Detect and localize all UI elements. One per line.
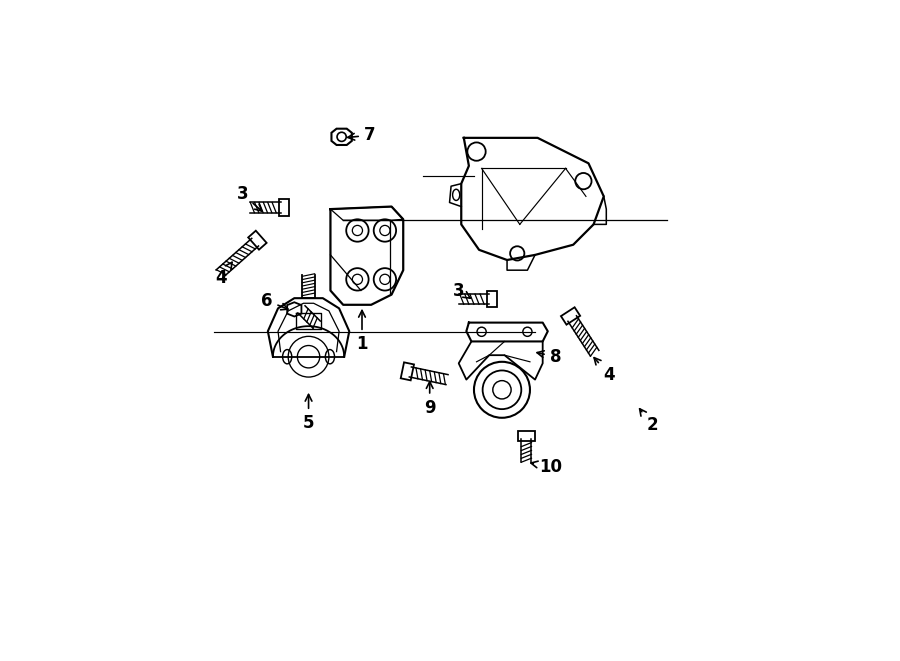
Text: 3: 3 — [453, 282, 471, 299]
Text: 8: 8 — [537, 348, 562, 366]
Text: 5: 5 — [302, 395, 314, 432]
Text: 4: 4 — [594, 358, 615, 383]
Text: 2: 2 — [640, 408, 658, 434]
Text: 10: 10 — [531, 458, 562, 476]
Text: 3: 3 — [237, 185, 262, 211]
Text: 1: 1 — [356, 311, 368, 353]
Text: 4: 4 — [215, 262, 232, 287]
Text: 6: 6 — [261, 292, 288, 310]
Text: 7: 7 — [347, 126, 375, 144]
Text: 9: 9 — [424, 381, 436, 416]
